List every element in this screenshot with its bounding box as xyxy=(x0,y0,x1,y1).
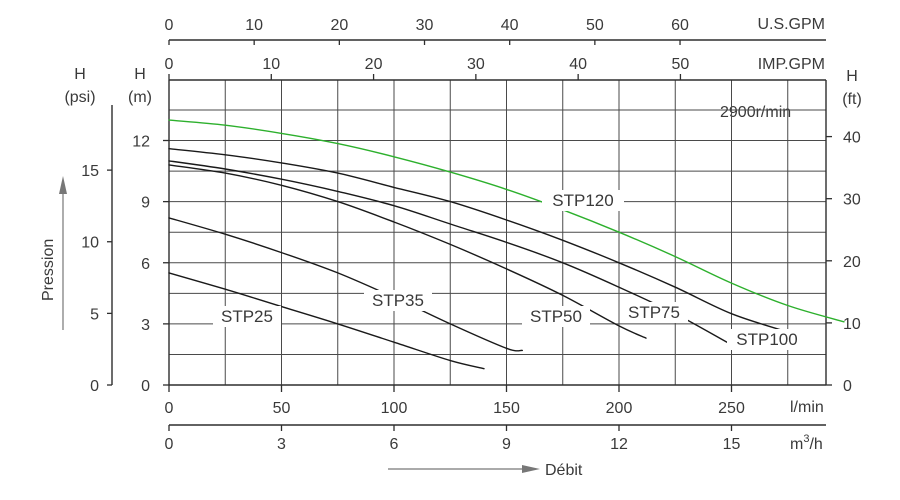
ft-tick-label: 30 xyxy=(843,192,861,209)
stp75-label: STP75 xyxy=(628,303,680,322)
impgpm-tick-label: 20 xyxy=(365,56,383,73)
m3h-tick-label: 3 xyxy=(277,436,286,453)
speed-label: 2900r/min xyxy=(720,104,791,121)
psi-axis-unit-label: (psi) xyxy=(64,89,95,106)
lpm-tick-label: 100 xyxy=(381,400,408,417)
usgpm-tick-label: 10 xyxy=(245,17,263,34)
stp50-label-bg xyxy=(522,306,590,327)
lpm-tick-label: 250 xyxy=(718,400,745,417)
usgpm-tick-label: 30 xyxy=(416,17,434,34)
pression-label-group: Pression xyxy=(40,176,67,330)
usgpm-tick-label: 60 xyxy=(671,17,689,34)
impgpm-axis-label: IMP.GPM xyxy=(758,56,825,73)
debit-arrow-head xyxy=(522,465,540,473)
stp75-label-bg xyxy=(620,302,688,323)
tick-labels: 0 10 20 30 40 50 600 10 20 30 40 500 50 100 150 200 2500… xyxy=(81,17,861,453)
ft-axis-unit-label: (ft) xyxy=(842,91,862,108)
impgpm-tick-label: 30 xyxy=(467,56,485,73)
series-lines xyxy=(168,119,845,370)
impgpm-tick-label: 10 xyxy=(262,56,280,73)
m3h-tick-label: 12 xyxy=(610,436,628,453)
stp100-curve xyxy=(168,148,789,333)
m-tick-label: 3 xyxy=(141,317,150,334)
m-tick-label: 6 xyxy=(141,256,150,273)
usgpm-axis-label: U.S.GPM xyxy=(757,16,825,33)
pression-arrow-head xyxy=(59,176,67,194)
m-tick-label: 0 xyxy=(141,378,150,395)
m-axis-unit-label: (m) xyxy=(128,89,152,106)
stp100-label-bg xyxy=(727,329,807,350)
psi-tick-label: 5 xyxy=(90,306,99,323)
m3h-tick-label: 9 xyxy=(502,436,511,453)
stp120-label: STP120 xyxy=(552,191,613,210)
stp75-curve xyxy=(168,160,728,343)
axes xyxy=(111,39,827,426)
ft-tick-label: 0 xyxy=(843,378,852,395)
m-tick-label: 9 xyxy=(141,195,150,212)
usgpm-tick-label: 50 xyxy=(586,17,604,34)
psi-tick-label: 0 xyxy=(90,378,99,395)
psi-tick-label: 15 xyxy=(81,163,99,180)
stp120-label-bg xyxy=(542,190,624,211)
m3h-axis-label: m3/h xyxy=(790,433,823,453)
lpm-axis-label: l/min xyxy=(790,399,824,416)
stp35-label-bg xyxy=(364,290,432,311)
usgpm-tick-label: 20 xyxy=(330,17,348,34)
m3h-tick-label: 15 xyxy=(723,436,741,453)
ft-tick-label: 20 xyxy=(843,254,861,271)
ft-tick-label: 10 xyxy=(843,316,861,333)
stp35-label: STP35 xyxy=(372,291,424,310)
lpm-tick-label: 200 xyxy=(606,400,633,417)
usgpm-tick-label: 0 xyxy=(165,17,174,34)
impgpm-tick-label: 0 xyxy=(165,56,174,73)
impgpm-tick-label: 40 xyxy=(569,56,587,73)
stp35-curve xyxy=(168,217,523,352)
m-axis-h-label: H xyxy=(134,66,146,83)
m-tick-label: 12 xyxy=(132,134,150,151)
stp25-label: STP25 xyxy=(221,307,273,326)
pression-axis-label: Pression xyxy=(40,239,57,301)
stp50-curve xyxy=(168,164,647,339)
series-labels: STP25 STP35 STP50 STP75 STP100 STP120 xyxy=(213,190,807,350)
m3h-tick-label: 6 xyxy=(390,436,399,453)
stp25-curve xyxy=(168,272,485,370)
impgpm-tick-label: 50 xyxy=(672,56,690,73)
ft-axis-h-label: H xyxy=(846,68,858,85)
lpm-tick-label: 0 xyxy=(165,400,174,417)
debit-axis-label: Débit xyxy=(545,462,583,479)
psi-axis-h-label: H xyxy=(74,66,86,83)
lpm-tick-label: 150 xyxy=(493,400,520,417)
ft-tick-label: 40 xyxy=(843,130,861,147)
m3h-tick-label: 0 xyxy=(165,436,174,453)
psi-tick-label: 10 xyxy=(81,235,99,252)
usgpm-tick-label: 40 xyxy=(501,17,519,34)
debit-label-group: Débit xyxy=(388,462,583,479)
lpm-tick-label: 50 xyxy=(273,400,291,417)
stp25-label-bg xyxy=(213,306,281,327)
stp50-label: STP50 xyxy=(530,307,582,326)
stp120-curve xyxy=(168,119,845,323)
stp100-label: STP100 xyxy=(736,330,797,349)
